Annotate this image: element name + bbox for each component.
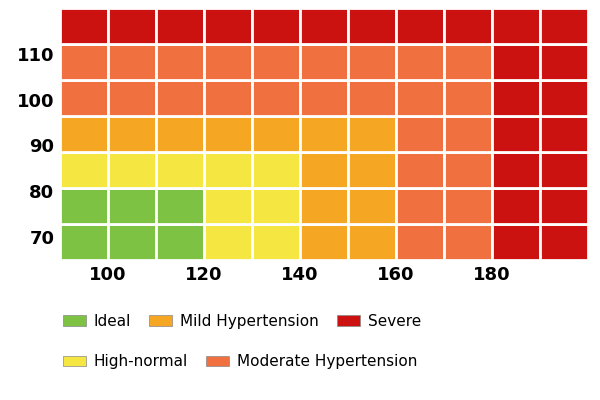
Bar [444, 8, 492, 44]
Legend: High-normal, Moderate Hypertension: High-normal, Moderate Hypertension [57, 348, 424, 376]
Bar [204, 152, 252, 188]
Bar [300, 188, 348, 224]
Bar [444, 152, 492, 188]
Bar [492, 224, 540, 260]
Bar [108, 44, 156, 80]
Bar [204, 116, 252, 152]
Bar [60, 80, 108, 116]
Bar [540, 152, 588, 188]
Bar [300, 116, 348, 152]
Bar [60, 8, 108, 44]
Bar [156, 188, 204, 224]
Bar [348, 80, 396, 116]
Bar [156, 152, 204, 188]
Bar [444, 44, 492, 80]
Bar [396, 188, 444, 224]
Bar [204, 44, 252, 80]
Bar [108, 188, 156, 224]
Bar [348, 116, 396, 152]
Bar [396, 80, 444, 116]
Bar [492, 44, 540, 80]
Bar [60, 116, 108, 152]
Bar [252, 44, 300, 80]
Bar [108, 152, 156, 188]
Bar [108, 224, 156, 260]
Bar [204, 80, 252, 116]
Bar [444, 80, 492, 116]
Bar [540, 44, 588, 80]
Bar [252, 152, 300, 188]
Bar [444, 116, 492, 152]
Bar [348, 8, 396, 44]
Bar [540, 8, 588, 44]
Bar [540, 188, 588, 224]
Bar [60, 152, 108, 188]
Bar [300, 8, 348, 44]
Bar [492, 152, 540, 188]
Bar [396, 224, 444, 260]
Bar [108, 116, 156, 152]
Bar [300, 80, 348, 116]
Bar [60, 44, 108, 80]
Bar [252, 116, 300, 152]
Bar [156, 224, 204, 260]
Bar [540, 116, 588, 152]
Bar [156, 116, 204, 152]
Bar [108, 8, 156, 44]
Bar [540, 80, 588, 116]
Bar [540, 224, 588, 260]
Bar [252, 188, 300, 224]
Bar [204, 188, 252, 224]
Bar [156, 44, 204, 80]
Bar [252, 80, 300, 116]
Bar [396, 152, 444, 188]
Bar [60, 224, 108, 260]
Bar [492, 80, 540, 116]
Bar [252, 8, 300, 44]
Bar [108, 80, 156, 116]
Bar [348, 224, 396, 260]
Bar [348, 152, 396, 188]
Bar [300, 152, 348, 188]
Bar [156, 80, 204, 116]
Bar [348, 44, 396, 80]
Bar [204, 224, 252, 260]
Bar [492, 188, 540, 224]
Bar [204, 8, 252, 44]
Bar [492, 116, 540, 152]
Bar [300, 224, 348, 260]
Bar [156, 8, 204, 44]
Bar [396, 8, 444, 44]
Bar [444, 188, 492, 224]
Bar [396, 44, 444, 80]
Bar [396, 116, 444, 152]
Bar [444, 224, 492, 260]
Bar [60, 188, 108, 224]
Bar [348, 188, 396, 224]
Bar [252, 224, 300, 260]
Bar [300, 44, 348, 80]
Bar [492, 8, 540, 44]
